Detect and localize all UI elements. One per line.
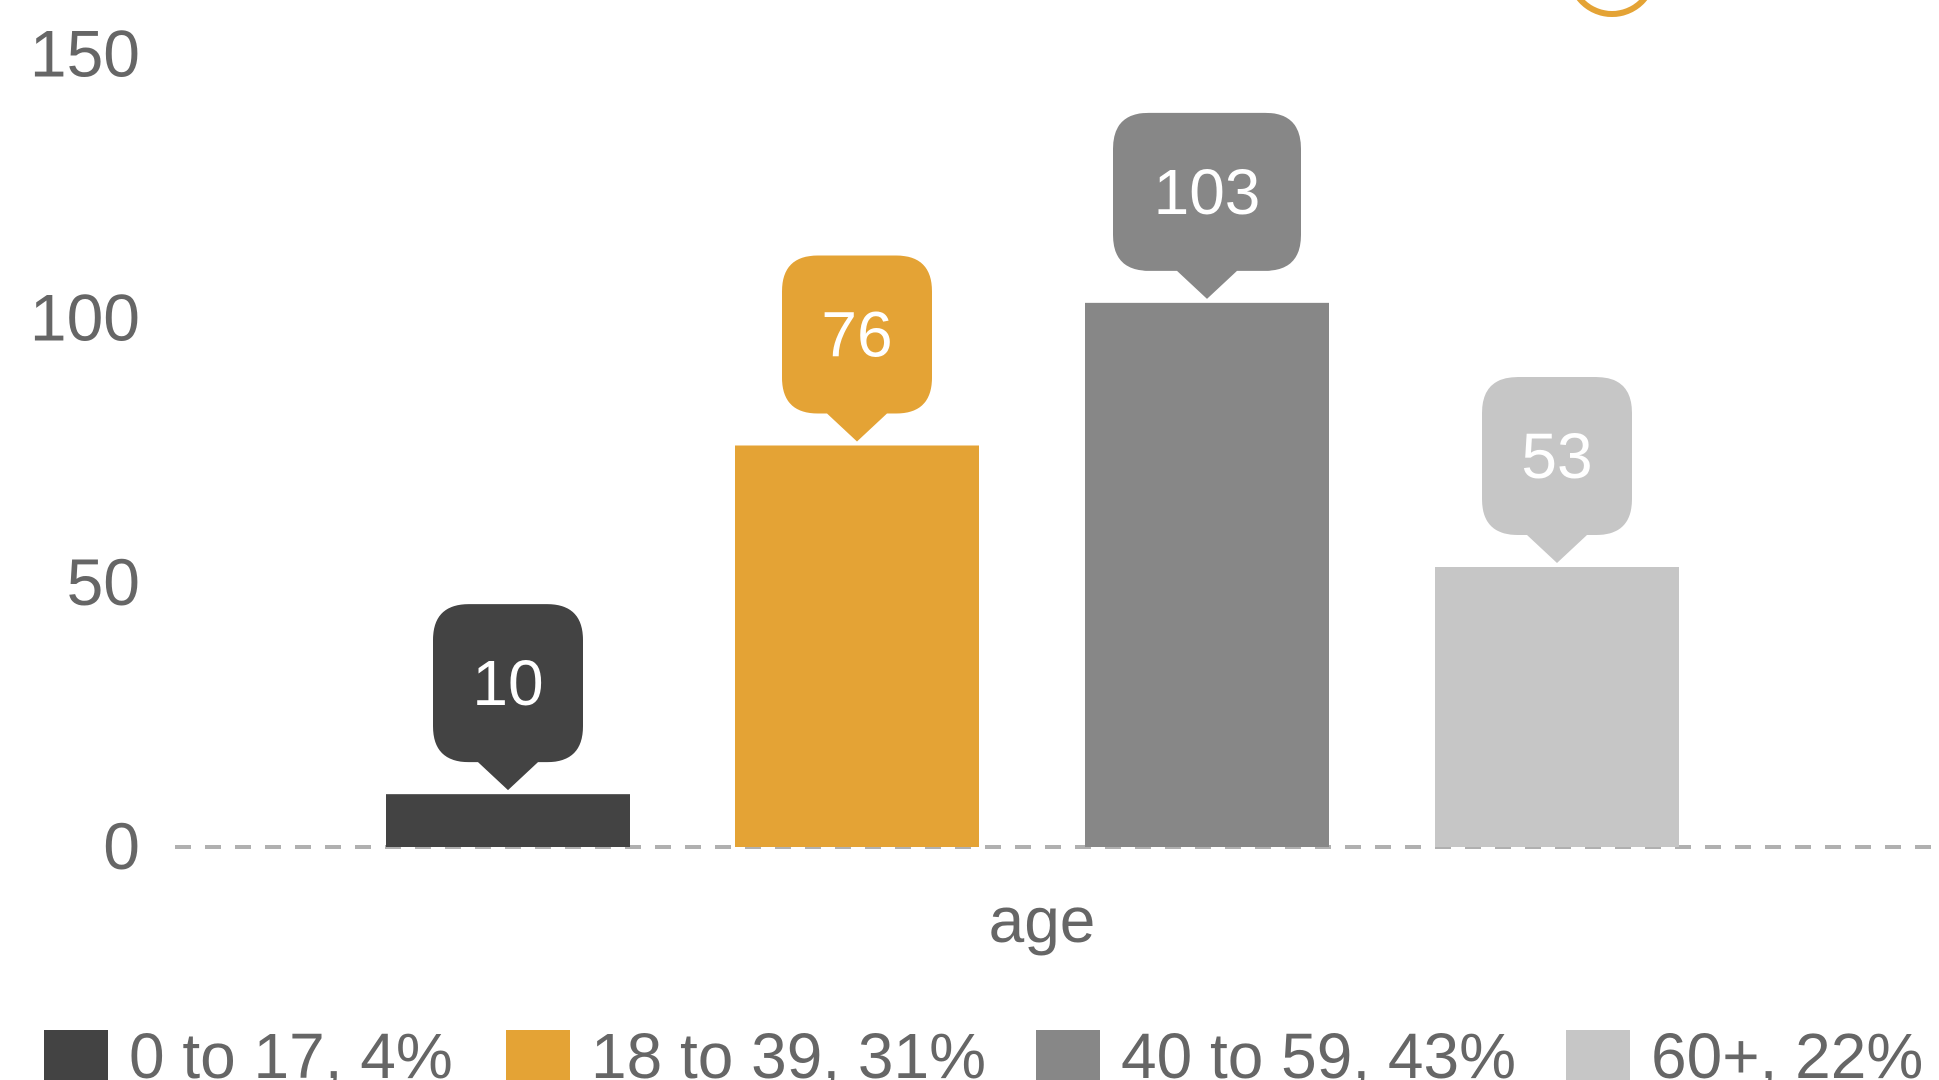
data-label-callout [782,255,932,442]
y-tick-label: 100 [30,281,140,355]
legend-label: 40 to 59, 43% [1121,1020,1516,1080]
data-label: 103 [1154,156,1261,228]
data-label: 53 [1521,420,1592,492]
legend-swatch [506,1030,570,1080]
bars-group [386,302,1679,847]
x-axis-label: age [989,884,1096,956]
data-label: 76 [821,298,892,370]
legend: 0 to 17, 4% 18 to 39, 31% 40 to 59, 43% 60+… [44,1020,1923,1080]
data-label-callout [433,604,583,791]
bar [1435,567,1679,847]
legend-swatch [44,1030,108,1080]
bar [735,445,979,847]
bar [1085,302,1329,847]
legend-swatch [1036,1030,1100,1080]
accent-circle-group [1576,0,1648,17]
bar [386,794,630,847]
y-tick-label: 50 [67,545,140,619]
data-label-callout [1113,112,1301,299]
y-tick-label: 0 [103,809,140,883]
data-label-callout [1482,377,1632,564]
legend-swatch [1566,1030,1630,1080]
y-tick-label: 150 [30,17,140,91]
accent-circle [1576,0,1648,17]
legend-label: 60+, 22% [1651,1020,1923,1080]
y-axis-ticks: 0 50 100 150 [30,17,140,883]
legend-label: 0 to 17, 4% [129,1020,453,1080]
legend-label: 18 to 39, 31% [591,1020,986,1080]
data-labels-group: 10 76 103 53 [433,112,1632,791]
data-label: 10 [472,647,543,719]
